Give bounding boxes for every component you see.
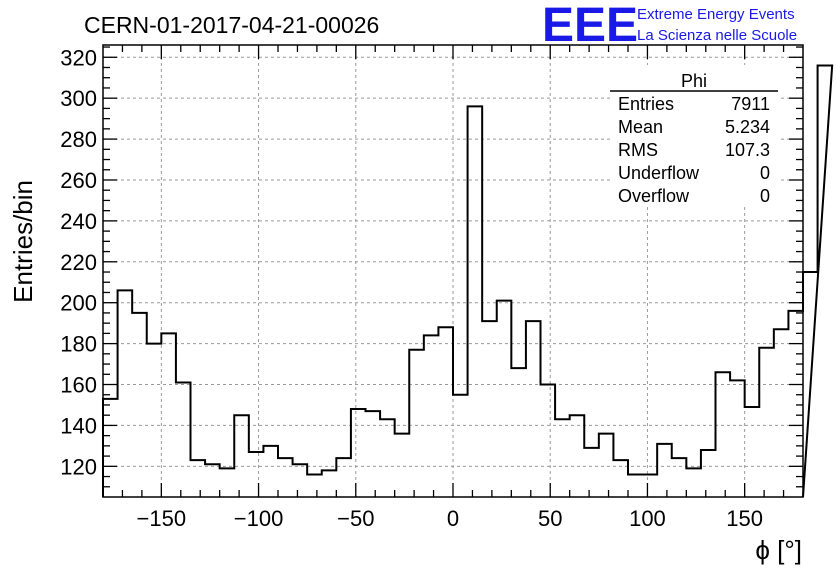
x-tick-label: −50 xyxy=(337,506,374,531)
x-tick-label: 50 xyxy=(538,506,562,531)
histogram-bin xyxy=(132,313,147,497)
histogram-bin xyxy=(672,458,687,497)
histogram-bin xyxy=(351,409,366,497)
logo-line-1: Extreme Energy Events xyxy=(637,6,795,23)
histogram-bin xyxy=(220,468,235,497)
chart-title: CERN-01-2017-04-21-00026 xyxy=(84,12,379,38)
stats-label: Underflow xyxy=(618,163,700,183)
x-tick-label: −100 xyxy=(234,506,284,531)
y-tick-label: 180 xyxy=(60,332,97,357)
histogram-bin xyxy=(249,452,264,497)
histogram-bin xyxy=(482,321,497,497)
histogram-bin xyxy=(511,368,526,497)
histogram-bin xyxy=(409,350,424,497)
histogram-bin xyxy=(424,335,439,497)
histogram-bin xyxy=(336,458,351,497)
y-tick-label: 160 xyxy=(60,373,97,398)
histogram-bin xyxy=(205,464,220,497)
y-tick-label: 260 xyxy=(60,168,97,193)
stats-value: 0 xyxy=(760,163,770,183)
histogram-bin xyxy=(759,348,774,497)
histogram-bin xyxy=(234,415,249,497)
histogram-bin xyxy=(118,290,133,497)
logo-mark: EEE xyxy=(542,0,638,52)
y-tick-label: 300 xyxy=(60,86,97,111)
stats-label: Overflow xyxy=(618,186,690,206)
histogram-bin xyxy=(278,458,293,497)
histogram-bin xyxy=(103,399,118,497)
histogram-bin xyxy=(788,311,803,497)
stats-label: Mean xyxy=(618,117,663,137)
histogram-bin xyxy=(453,395,468,497)
y-axis-ticks: 120 140 160 180 200 220 240 260 280 300 320 xyxy=(60,45,803,488)
x-axis-ticks: −150 −100 −50 0 50 100 150 xyxy=(121,45,785,531)
histogram-bin xyxy=(628,475,643,497)
histogram-outline xyxy=(102,64,834,498)
eee-logo: EEE Extreme Energy Events La Scienza nel… xyxy=(542,0,797,52)
stats-value: 5.234 xyxy=(725,117,770,137)
stats-label: Entries xyxy=(618,94,674,114)
histogram-bin xyxy=(686,468,701,497)
histogram-bin xyxy=(599,434,614,497)
histogram-series xyxy=(102,64,834,498)
y-tick-label: 120 xyxy=(60,454,97,479)
histogram-bin xyxy=(293,464,308,497)
histogram-bin xyxy=(380,419,395,497)
histogram-bin xyxy=(555,419,570,497)
histogram-bin xyxy=(366,411,381,497)
y-tick-label: 140 xyxy=(60,413,97,438)
y-tick-label: 320 xyxy=(60,45,97,70)
logo-line-2: La Scienza nelle Scuole xyxy=(637,27,797,44)
histogram-bin xyxy=(438,327,453,497)
histogram-bin xyxy=(745,407,760,497)
histogram-bin xyxy=(176,382,191,497)
x-tick-label: 0 xyxy=(447,506,459,531)
histogram-bin xyxy=(657,444,672,497)
histogram-bin xyxy=(161,333,176,497)
x-tick-label: 150 xyxy=(726,506,763,531)
histogram-bin xyxy=(191,460,206,497)
stats-value: 7911 xyxy=(731,94,770,114)
histogram-bin xyxy=(147,344,162,497)
y-tick-label: 240 xyxy=(60,209,97,234)
y-axis-label: Entries/bin xyxy=(8,180,38,303)
x-axis-label: ϕ [°] xyxy=(755,535,802,565)
histogram-bin xyxy=(613,460,628,497)
y-tick-label: 280 xyxy=(60,127,97,152)
histogram-bin xyxy=(468,106,483,497)
histogram-bin xyxy=(716,372,731,497)
histogram-bin xyxy=(701,450,716,497)
histogram-bin xyxy=(774,329,789,497)
stats-box-background xyxy=(610,65,778,205)
histogram-bin xyxy=(643,475,658,497)
stats-label: RMS xyxy=(618,140,658,160)
stats-box-title: Phi xyxy=(681,71,707,91)
x-tick-label: 100 xyxy=(629,506,666,531)
y-tick-label: 220 xyxy=(60,250,97,275)
stats-value: 107.3 xyxy=(725,140,770,160)
histogram-bin xyxy=(730,380,745,497)
histogram-bin xyxy=(497,301,512,497)
histogram-bin xyxy=(526,321,541,497)
histogram-bin xyxy=(263,446,278,497)
stats-box: Phi Entries 7911 Mean 5.234 RMS 107.3 Underflo… xyxy=(610,65,778,206)
histogram-bin xyxy=(818,65,833,497)
x-tick-label: −150 xyxy=(137,506,187,531)
y-tick-label: 200 xyxy=(60,291,97,316)
histogram-bin xyxy=(307,475,322,497)
histogram-bin xyxy=(322,470,337,497)
histogram-bin xyxy=(570,415,585,497)
histogram-bin xyxy=(584,448,599,497)
histogram-bin xyxy=(395,434,410,497)
histogram-bin xyxy=(541,385,556,497)
stats-value: 0 xyxy=(760,186,770,206)
